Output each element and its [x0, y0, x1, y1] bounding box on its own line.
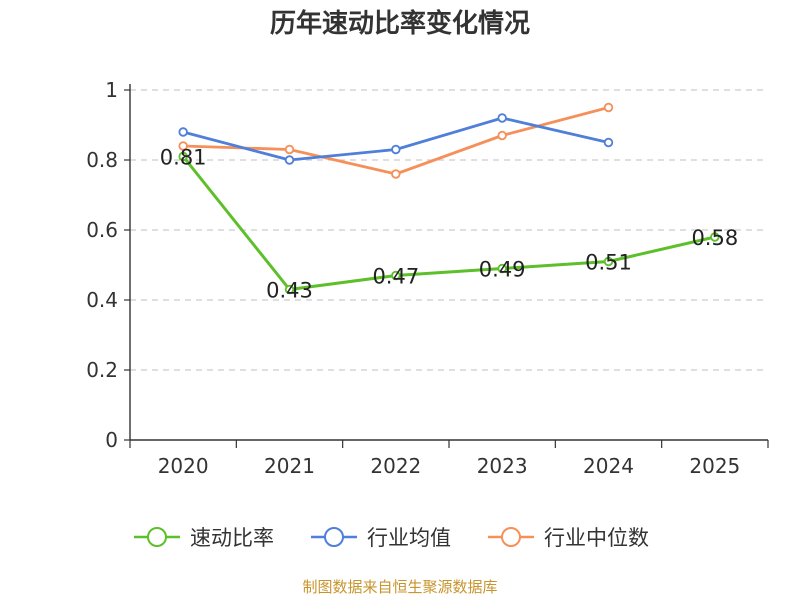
legend-marker	[324, 527, 344, 547]
data-label: 0.49	[479, 258, 526, 282]
x-tick-label: 2020	[158, 454, 209, 478]
legend-item[interactable]: 行业中位数	[488, 526, 649, 550]
data-point[interactable]	[391, 169, 401, 179]
data-point[interactable]	[710, 232, 720, 242]
data-point[interactable]	[603, 256, 614, 267]
y-tick-label: 0.8	[86, 148, 118, 172]
data-point[interactable]	[391, 270, 401, 281]
data-point[interactable]	[284, 284, 295, 295]
series-lines	[178, 102, 720, 295]
data-label: 0.58	[691, 226, 738, 250]
data-point[interactable]	[603, 137, 614, 148]
legend-item[interactable]: 速动比率	[134, 526, 274, 550]
y-tick-label: 0.2	[86, 358, 118, 382]
series-line-3	[183, 106, 609, 176]
data-point[interactable]	[497, 263, 507, 274]
data-point[interactable]	[603, 102, 614, 113]
x-tick-label: 2023	[477, 454, 528, 478]
legend-label: 速动比率	[190, 526, 274, 550]
data-point[interactable]	[391, 144, 401, 155]
data-label: 0.51	[585, 251, 632, 275]
x-tick-label: 2024	[583, 454, 634, 478]
legend-marker	[147, 527, 167, 547]
x-tick-label: 2025	[689, 454, 740, 478]
data-label: 0.43	[266, 279, 313, 303]
series-line-1	[181, 155, 716, 291]
data-point[interactable]	[178, 127, 188, 137]
x-tick-label: 2022	[370, 454, 421, 478]
legend-label: 行业均值	[367, 526, 451, 550]
y-tick-label: 0.4	[86, 288, 118, 312]
data-point[interactable]	[284, 155, 295, 165]
data-labels: 0.81 0.43 0.47 0.49 0.51 0.58	[160, 146, 738, 303]
data-point[interactable]	[284, 144, 295, 155]
data-label: 0.81	[160, 146, 207, 170]
legend-label: 行业中位数	[544, 526, 649, 550]
data-point[interactable]	[178, 141, 188, 151]
grid-lines	[130, 89, 768, 371]
legend-marker	[501, 527, 521, 547]
data-point[interactable]	[497, 113, 507, 123]
data-label: 0.47	[372, 265, 419, 289]
chart-title: 历年速动比率变化情况	[269, 9, 530, 39]
data-point[interactable]	[178, 151, 188, 162]
y-tick-label: 1	[105, 78, 118, 102]
legend[interactable]: 速动比率 行业均值 行业中位数	[134, 526, 649, 550]
x-tick-label: 2021	[264, 454, 315, 478]
data-point[interactable]	[497, 130, 507, 141]
y-tick-label: 0	[105, 428, 118, 452]
legend-item[interactable]: 行业均值	[311, 526, 451, 550]
y-tick-label: 0.6	[86, 218, 118, 242]
source-note: 制图数据来自恒生聚源数据库	[302, 578, 498, 596]
